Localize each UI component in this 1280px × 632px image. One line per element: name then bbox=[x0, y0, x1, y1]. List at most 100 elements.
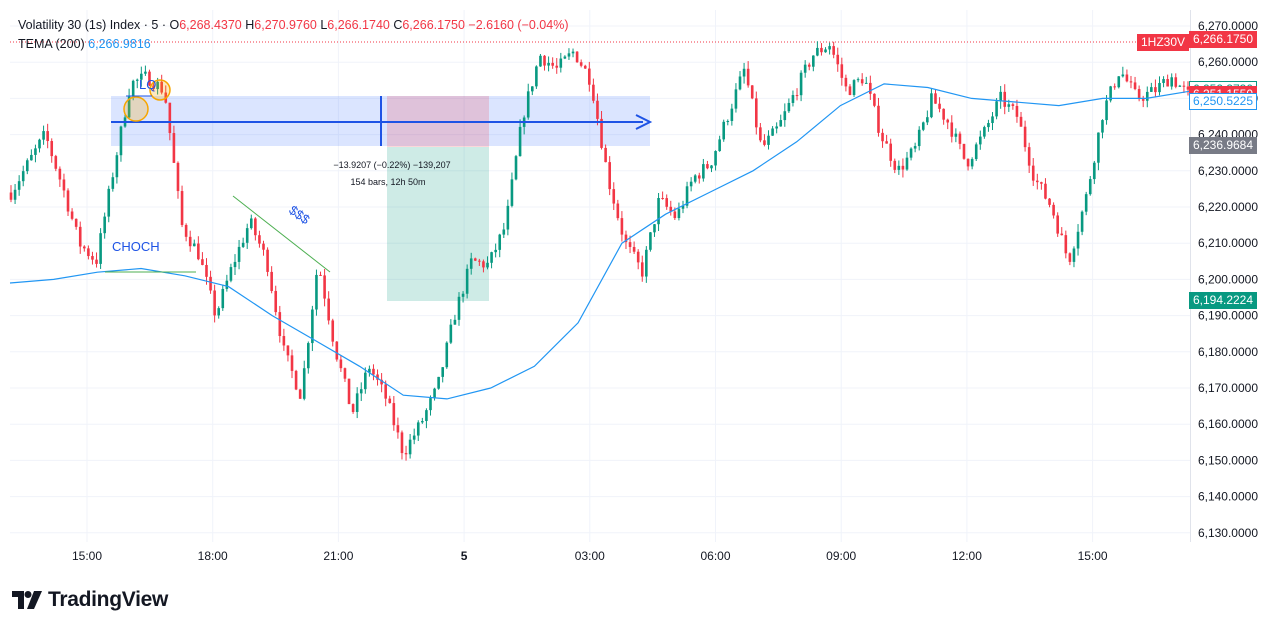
candle-body bbox=[722, 121, 726, 140]
candle-body bbox=[1133, 82, 1137, 90]
candle-body bbox=[901, 165, 905, 170]
candle-body bbox=[738, 76, 742, 90]
candle-body bbox=[180, 191, 184, 225]
x-tick-label: 03:00 bbox=[575, 549, 605, 563]
candle-body bbox=[807, 64, 811, 67]
candles bbox=[9, 41, 1190, 461]
tema-label[interactable]: TEMA (200) bbox=[18, 37, 85, 51]
y-tick-label: 6,140.0000 bbox=[1198, 490, 1258, 504]
candle-body bbox=[624, 234, 628, 243]
candle-body bbox=[30, 154, 33, 161]
candle-body bbox=[1027, 147, 1031, 166]
candle-body bbox=[514, 156, 518, 180]
candle-body bbox=[21, 171, 25, 182]
candle-body bbox=[563, 56, 567, 59]
price-tag: 6,266.1750 bbox=[1189, 31, 1257, 49]
candle-body bbox=[34, 148, 37, 155]
candle-body bbox=[392, 403, 396, 426]
candle-body bbox=[950, 122, 954, 137]
candle-body bbox=[710, 165, 713, 169]
candle-body bbox=[795, 95, 799, 97]
candle-body bbox=[1170, 77, 1174, 87]
take-profit-box[interactable] bbox=[387, 147, 489, 301]
candle-body bbox=[1125, 74, 1129, 82]
candle-body bbox=[416, 422, 420, 436]
candle-body bbox=[665, 198, 668, 207]
x-tick-label: 21:00 bbox=[323, 549, 353, 563]
candle-body bbox=[372, 368, 375, 375]
candle-body bbox=[1007, 104, 1011, 107]
candle-body bbox=[99, 233, 102, 264]
y-tick-label: 6,200.0000 bbox=[1198, 272, 1258, 286]
candle-body bbox=[681, 205, 685, 209]
candle-body bbox=[213, 290, 216, 316]
x-tick-label: 15:00 bbox=[1078, 549, 1108, 563]
x-tick-label: 15:00 bbox=[72, 549, 102, 563]
low-value: 6,266.1740 bbox=[327, 18, 390, 32]
candle-body bbox=[1178, 85, 1182, 87]
candle-body bbox=[1019, 116, 1023, 127]
candle-body bbox=[229, 267, 233, 281]
candle-body bbox=[17, 181, 21, 190]
liquidity-circle-1[interactable] bbox=[123, 96, 149, 122]
candle-body bbox=[844, 77, 848, 87]
candle-body bbox=[294, 370, 298, 390]
candle-body bbox=[404, 453, 408, 455]
candle-body bbox=[1088, 179, 1092, 195]
tradingview-logo[interactable]: TradingView bbox=[12, 588, 168, 612]
candle-body bbox=[408, 439, 412, 455]
tema-legend[interactable]: TEMA (200) 6,266.9816 bbox=[18, 37, 151, 51]
candle-body bbox=[429, 398, 432, 411]
candle-body bbox=[938, 103, 941, 109]
trendline[interactable] bbox=[232, 195, 331, 273]
candle-body bbox=[91, 256, 94, 260]
candle-body bbox=[282, 336, 286, 346]
candle-body bbox=[877, 105, 880, 133]
candle-body bbox=[433, 388, 436, 399]
candle-body bbox=[425, 410, 428, 422]
candle-body bbox=[278, 312, 282, 337]
candle-body bbox=[962, 143, 966, 159]
low-label: L bbox=[320, 18, 328, 32]
y-tick-label: 6,220.0000 bbox=[1198, 200, 1258, 214]
candle-body bbox=[46, 131, 49, 142]
symbol-legend[interactable]: Volatility 30 (1s) Index · 5 · O6,268.43… bbox=[18, 18, 568, 32]
candle-body bbox=[307, 343, 310, 369]
candle-body bbox=[1137, 89, 1141, 100]
candle-body bbox=[746, 68, 750, 86]
candle-body bbox=[571, 51, 575, 54]
candle-body bbox=[140, 73, 143, 80]
candle-body bbox=[364, 372, 367, 390]
y-tick-label: 6,190.0000 bbox=[1198, 309, 1258, 323]
candle-body bbox=[368, 368, 371, 373]
candle-body bbox=[311, 309, 314, 344]
candle-body bbox=[946, 119, 950, 123]
candle-body bbox=[201, 259, 204, 265]
candle-body bbox=[217, 308, 221, 316]
candle-body bbox=[1064, 235, 1068, 254]
candle-body bbox=[1158, 82, 1161, 93]
candle-body bbox=[347, 378, 351, 405]
candle-body bbox=[343, 368, 347, 379]
candle-body bbox=[184, 224, 188, 237]
candle-body bbox=[832, 46, 835, 55]
candle-body bbox=[298, 389, 302, 399]
candle-body bbox=[913, 146, 917, 149]
close-value: 6,266.1750 bbox=[402, 18, 465, 32]
candle-body bbox=[803, 64, 807, 73]
liquidity-circle-2[interactable] bbox=[149, 79, 171, 101]
candle-body bbox=[836, 54, 840, 65]
measure-text-2: 154 bars, 12h 50m bbox=[350, 177, 425, 187]
candle-body bbox=[685, 186, 689, 206]
candle-body bbox=[1109, 86, 1112, 101]
candle-body bbox=[323, 275, 326, 299]
candle-body bbox=[388, 398, 392, 404]
candle-body bbox=[742, 68, 746, 77]
symbol-title[interactable]: Volatility 30 (1s) Index · 5 · bbox=[18, 18, 166, 32]
candle-body bbox=[726, 121, 730, 123]
price-scale-border bbox=[1190, 10, 1191, 542]
candle-body bbox=[543, 55, 546, 66]
candle-body bbox=[95, 259, 98, 264]
candle-body bbox=[1150, 87, 1153, 92]
